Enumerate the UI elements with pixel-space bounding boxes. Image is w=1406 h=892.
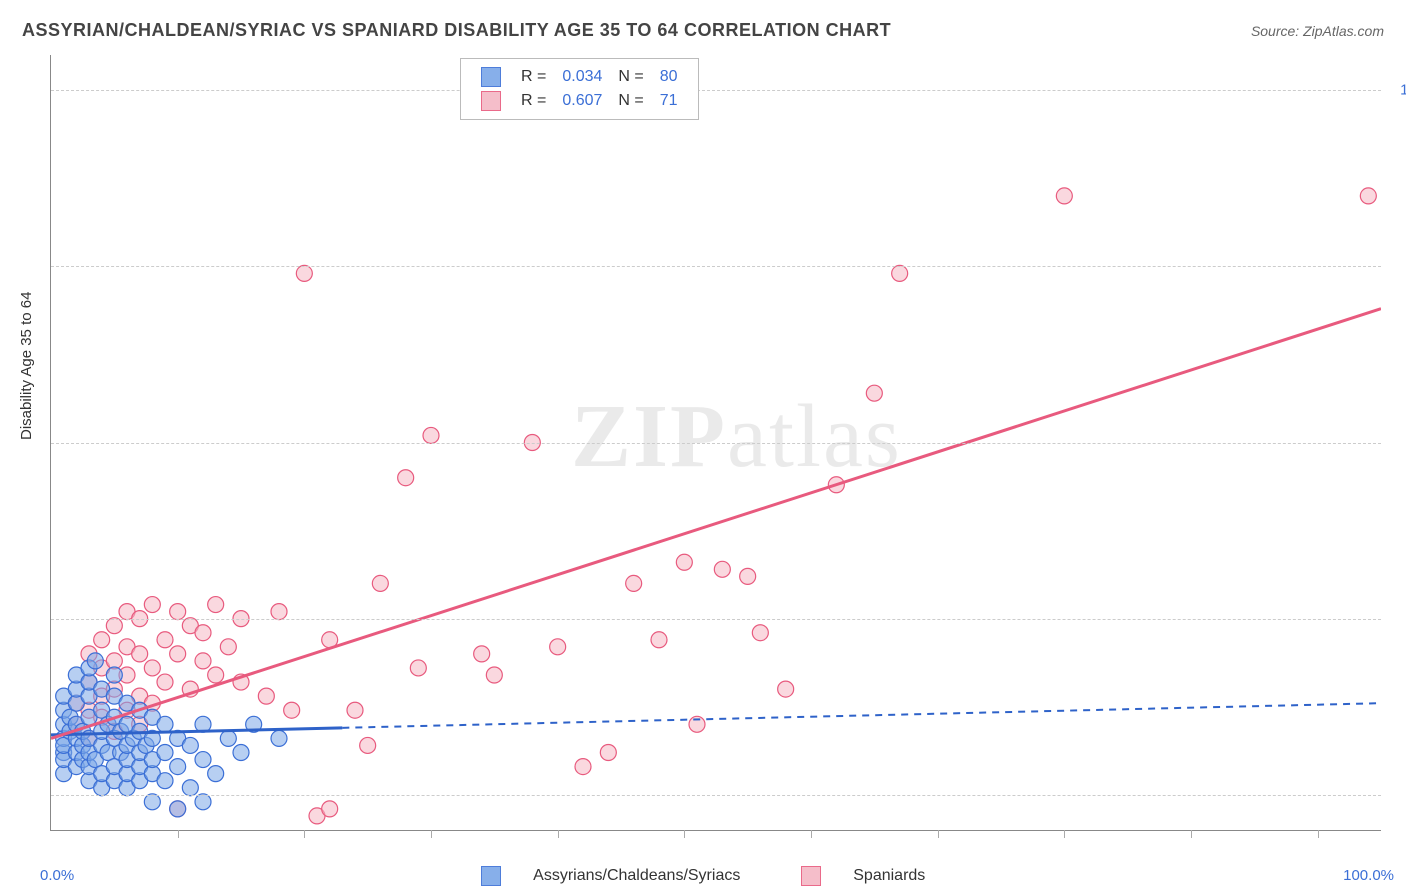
x-tick — [304, 830, 305, 838]
y-tick-label: 25.0% — [1391, 610, 1406, 627]
source-credit: Source: ZipAtlas.com — [1251, 23, 1384, 39]
y-tick-label: 75.0% — [1391, 258, 1406, 275]
r-value-blue: 0.034 — [554, 65, 610, 89]
gridline — [51, 795, 1381, 796]
legend-label-blue: Assyrians/Chaldeans/Syriacs — [533, 867, 740, 884]
swatch-blue — [481, 67, 501, 87]
x-tick — [558, 830, 559, 838]
x-tick — [431, 830, 432, 838]
n-value-pink: 71 — [652, 89, 686, 113]
legend-row-blue: R =0.034 N =80 — [473, 65, 686, 89]
chart-title: ASSYRIAN/CHALDEAN/SYRIAC VS SPANIARD DIS… — [22, 20, 891, 41]
y-tick-label: 100.0% — [1391, 82, 1406, 99]
x-tick — [811, 830, 812, 838]
x-tick — [1318, 830, 1319, 838]
gridline — [51, 90, 1381, 91]
series-legend: Assyrians/Chaldeans/Syriacs Spaniards — [0, 866, 1406, 886]
legend-item-blue: Assyrians/Chaldeans/Syriacs — [467, 867, 759, 884]
x-axis-min-label: 0.0% — [40, 867, 74, 884]
legend-row-pink: R =0.607 N =71 — [473, 89, 686, 113]
y-axis-label: Disability Age 35 to 64 — [18, 292, 35, 440]
n-value-blue: 80 — [652, 65, 686, 89]
title-bar: ASSYRIAN/CHALDEAN/SYRIAC VS SPANIARD DIS… — [22, 20, 1384, 41]
y-tick-label: 50.0% — [1391, 434, 1406, 451]
swatch-pink-icon — [801, 866, 821, 886]
x-tick — [178, 830, 179, 838]
correlation-legend: R =0.034 N =80 R =0.607 N =71 — [460, 58, 699, 120]
x-axis-max-label: 100.0% — [1343, 867, 1394, 884]
swatch-pink — [481, 91, 501, 111]
plot-area: ZIPatlas 25.0%50.0%75.0%100.0% — [50, 55, 1381, 831]
x-tick — [684, 830, 685, 838]
r-value-pink: 0.607 — [554, 89, 610, 113]
legend-label-pink: Spaniards — [853, 867, 925, 884]
gridline — [51, 619, 1381, 620]
legend-item-pink: Spaniards — [787, 867, 940, 884]
gridline — [51, 443, 1381, 444]
x-tick — [938, 830, 939, 838]
x-tick — [1191, 830, 1192, 838]
gridline — [51, 266, 1381, 267]
x-tick — [1064, 830, 1065, 838]
swatch-blue-icon — [481, 866, 501, 886]
